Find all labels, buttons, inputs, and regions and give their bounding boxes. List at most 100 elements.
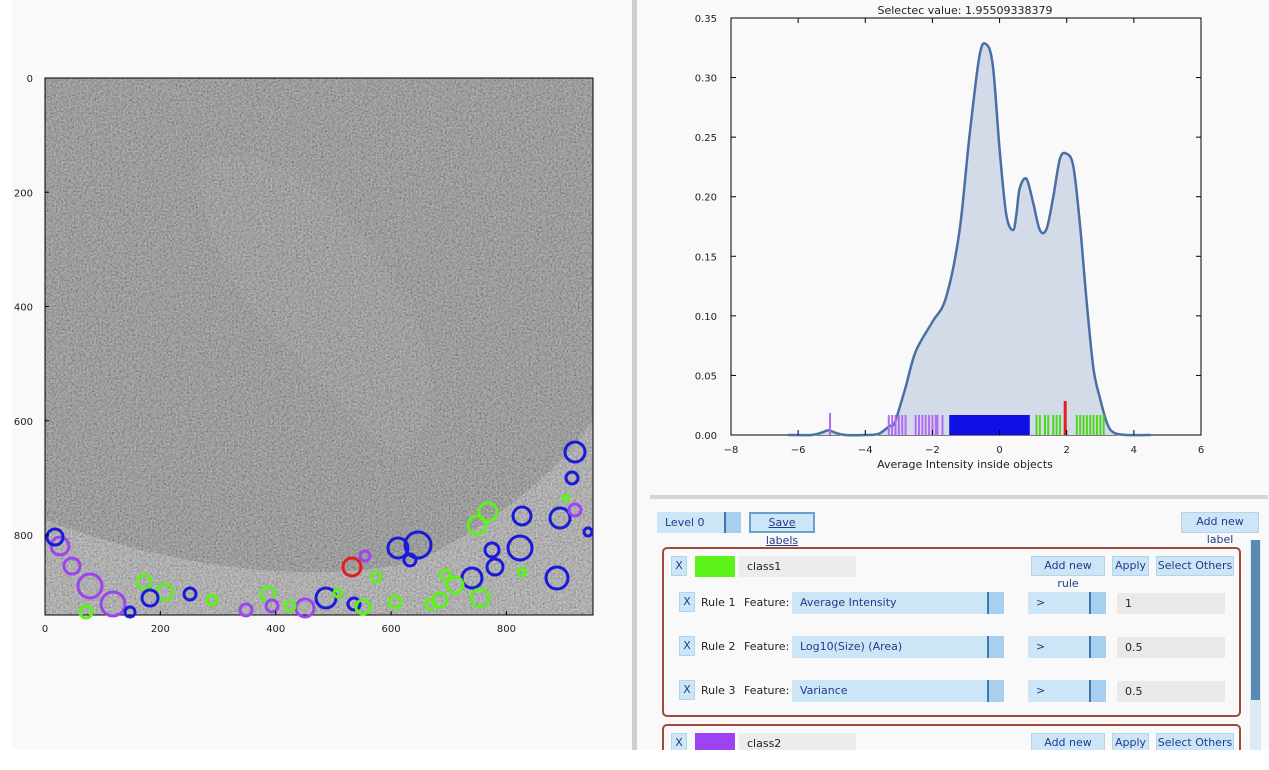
rule3-feature-select[interactable]: Variance [792, 680, 1004, 702]
object-outline[interactable] [358, 549, 372, 563]
object-outline[interactable] [564, 470, 580, 486]
object-outline[interactable] [238, 602, 254, 618]
rule3-value-field[interactable]: 0.5 [1117, 681, 1225, 702]
image-overlays [45, 440, 594, 620]
image-y-tick-label: 200 [14, 188, 33, 199]
object-outline[interactable] [76, 572, 104, 600]
hist-y-tick-label: 0.25 [695, 133, 717, 144]
image-frame [44, 77, 594, 616]
save-labels-button[interactable]: Save labels [749, 512, 815, 547]
object-outline[interactable] [469, 587, 491, 609]
object-outline[interactable] [341, 556, 363, 578]
class1-select-others-button[interactable]: Select Others [1156, 556, 1234, 576]
object-outline[interactable] [548, 506, 572, 530]
object-outline[interactable] [332, 587, 344, 599]
image-grain [45, 78, 593, 615]
add-new-label-button[interactable]: Add new label [1181, 512, 1259, 546]
object-outline[interactable] [78, 604, 94, 620]
rule2-operator-value: > [1036, 640, 1046, 653]
hist-x-tick-label: −4 [858, 445, 873, 456]
panel-scrollbar-thumb[interactable] [1251, 540, 1260, 700]
level-select-label: Level 0 [665, 516, 705, 529]
object-outline[interactable] [387, 594, 403, 610]
object-outline[interactable] [205, 593, 219, 607]
object-outline[interactable] [354, 598, 372, 616]
pane-splitter[interactable] [632, 0, 637, 750]
rule3-name: Rule 3 [701, 684, 736, 697]
object-outline[interactable] [45, 527, 65, 547]
object-outline[interactable] [544, 565, 570, 591]
rule2-feature-label: Feature: [744, 640, 790, 653]
object-outline[interactable] [140, 588, 160, 608]
rule2-feature-select[interactable]: Log10(Size) (Area) [792, 636, 1004, 658]
rule3-operator-select[interactable]: > [1028, 680, 1106, 702]
rule1-feature-label: Feature: [744, 596, 790, 609]
object-outline[interactable] [567, 502, 583, 518]
hist-y-tick-label: 0.20 [695, 193, 717, 204]
object-outline[interactable] [99, 590, 127, 618]
rule2-operator-select[interactable]: > [1028, 636, 1106, 658]
rule3-feature-value: Variance [800, 684, 848, 697]
object-outline[interactable] [563, 440, 587, 464]
object-outline[interactable] [49, 535, 71, 557]
object-outline[interactable] [135, 573, 153, 591]
histogram-plot[interactable]: Selectec value: 1.95509338379 −8 −6 −4 −2 0 2… [637, 0, 1269, 490]
object-outline[interactable] [123, 605, 137, 619]
histogram-y-ticks: 0.00 0.05 0.10 0.15 0.20 0.25 0.30 0.35 [695, 14, 1201, 442]
object-outline[interactable] [485, 557, 505, 577]
object-outline[interactable] [283, 599, 297, 613]
class2-select-others-button[interactable]: Select Others [1156, 733, 1234, 753]
rule1-feature-value: Average Intensity [800, 596, 897, 609]
class2-apply-button[interactable]: Apply [1112, 733, 1149, 753]
class1-name-field[interactable]: class1 [739, 556, 856, 577]
object-outline[interactable] [403, 530, 433, 560]
remove-class1-button[interactable]: X [671, 556, 687, 576]
object-outline[interactable] [402, 552, 418, 568]
object-outline[interactable] [561, 493, 571, 503]
object-outline[interactable] [460, 566, 484, 590]
remove-rule2-button[interactable]: X [679, 636, 695, 656]
object-outline[interactable] [445, 575, 465, 595]
object-outline[interactable] [483, 541, 501, 559]
class1-color-swatch[interactable] [695, 556, 735, 577]
rug-marks [829, 413, 1105, 435]
class2-name-field[interactable]: class2 [739, 733, 856, 754]
class1-add-rule-button[interactable]: Add new rule [1031, 556, 1105, 590]
class2-color-swatch[interactable] [695, 733, 735, 754]
image-y-tick-label: 600 [14, 417, 33, 428]
object-outline[interactable] [466, 514, 488, 536]
rule1-operator-select[interactable]: > [1028, 592, 1106, 614]
object-outline[interactable] [346, 596, 362, 612]
rule1-feature-select[interactable]: Average Intensity [792, 592, 1004, 614]
object-outline[interactable] [438, 568, 452, 582]
object-outline[interactable] [62, 556, 82, 576]
object-outline[interactable] [516, 566, 528, 578]
object-outline[interactable] [582, 526, 594, 538]
object-outline[interactable] [506, 534, 534, 562]
chevron-down-icon [987, 680, 1004, 702]
class1-apply-button[interactable]: Apply [1112, 556, 1149, 576]
bottom-band [0, 750, 1269, 765]
level-select[interactable]: Level 0 [657, 512, 741, 533]
remove-rule1-button[interactable]: X [679, 592, 695, 612]
microscopy-image-plot[interactable]: 0 200 400 600 800 0 200 400 600 800 [0, 0, 630, 650]
rule2-value-field[interactable]: 0.5 [1117, 637, 1225, 658]
object-outline[interactable] [386, 536, 410, 560]
image-y-ticks: 0 200 400 600 800 [14, 74, 49, 542]
hist-x-tick-label: 0 [996, 445, 1002, 456]
object-outline[interactable] [477, 501, 499, 523]
rule2-name: Rule 2 [701, 640, 736, 653]
object-outline[interactable] [369, 570, 383, 584]
chevron-down-icon [724, 512, 741, 533]
remove-rule3-button[interactable]: X [679, 680, 695, 700]
rug-blue-block [949, 415, 1030, 435]
object-outline[interactable] [182, 586, 198, 602]
image-x-tick-label: 600 [382, 624, 401, 635]
rule1-value-field[interactable]: 1 [1117, 593, 1225, 614]
image-x-ticks: 0 200 400 600 800 [42, 611, 516, 635]
chevron-down-icon [1089, 592, 1106, 614]
object-outline[interactable] [423, 597, 437, 611]
horizontal-splitter[interactable] [650, 495, 1268, 499]
object-outline[interactable] [511, 505, 533, 527]
object-outline[interactable] [264, 598, 280, 614]
